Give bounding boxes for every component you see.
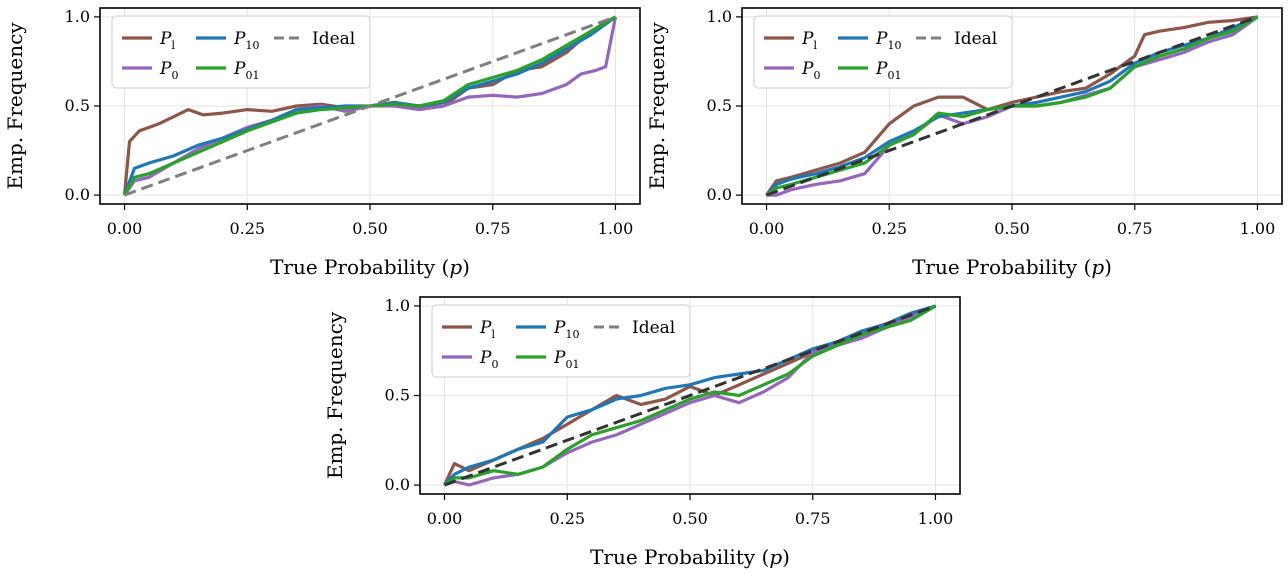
legend: Pl P10 Ideal P0 P01 (431, 304, 691, 378)
legend-box (431, 304, 691, 378)
legend-label-pl: Pl (159, 29, 175, 52)
x-tick-label: 0.75 (1117, 219, 1153, 238)
y-axis-label: Emp. Frequency (645, 22, 669, 190)
x-tick-label: 0.25 (871, 219, 907, 238)
legend-label-p0: P0 (479, 348, 498, 371)
y-tick-label: 1.0 (385, 296, 410, 315)
x-tick-label: 1.00 (1240, 219, 1276, 238)
legend-label-p10: P10 (233, 29, 259, 52)
series-line-ideal (123, 15, 617, 197)
y-tick-label: 0.0 (385, 475, 410, 494)
series-line-p0 (443, 304, 937, 487)
legend: Pl P10 Ideal P0 P01 (111, 15, 371, 89)
series-line-ideal (765, 15, 1259, 197)
y-tick-label: 0.5 (707, 96, 732, 115)
legend-label-p0: P0 (801, 59, 820, 82)
legend-label-pl: Pl (801, 29, 817, 52)
series-line-pl (765, 15, 1258, 197)
y-tick-label: 0.5 (65, 96, 90, 115)
x-axis-label: True Probability (p) (590, 545, 790, 569)
legend-label-ideal: Ideal (632, 318, 675, 338)
y-tick-label: 0.0 (65, 185, 90, 204)
y-tick-label: 1.0 (707, 7, 732, 26)
x-tick-label: 0.75 (475, 219, 511, 238)
series-line-p01 (123, 15, 617, 196)
legend-box (111, 15, 371, 89)
legend: Pl P10 Ideal P0 P01 (753, 15, 1013, 89)
y-tick-label: 1.0 (65, 7, 90, 26)
x-tick-label: 0.25 (549, 509, 585, 528)
x-axis-label: True Probability (p) (270, 255, 470, 279)
x-tick-label: 0.50 (994, 219, 1030, 238)
legend-label-p01: P01 (233, 59, 259, 82)
x-tick-label: 1.00 (918, 509, 954, 528)
x-tick-label: 1.00 (598, 219, 634, 238)
y-tick-label: 0.0 (707, 185, 732, 204)
legend-label-p01: P01 (553, 348, 579, 371)
legend-label-p01: P01 (875, 59, 901, 82)
chart-panel-2: 0.00 0.25 0.50 0.75 1.00 0.0 0.5 1.0 True Probab… (645, 7, 1283, 279)
x-tick-label: 0.00 (749, 219, 785, 238)
chart-panel-3: 0.00 0.25 0.50 0.75 1.00 0.0 0.5 1.0 True Probab… (323, 296, 961, 569)
series-line-ideal (443, 304, 937, 487)
legend-box (753, 15, 1013, 89)
legend-label-p10: P10 (553, 318, 579, 341)
x-axis-label: True Probability (p) (912, 255, 1112, 279)
series-line-p0 (766, 15, 1259, 197)
y-axis-label: Emp. Frequency (323, 311, 347, 479)
legend-label-p10: P10 (875, 29, 901, 52)
legend-label-ideal: Ideal (954, 29, 997, 49)
x-tick-label: 0.00 (427, 509, 463, 528)
y-axis-label: Emp. Frequency (3, 22, 27, 190)
legend-label-p0: P0 (159, 59, 178, 82)
legend-label-pl: Pl (479, 318, 495, 341)
legend-label-ideal: Ideal (312, 29, 355, 49)
x-tick-label: 0.50 (672, 509, 708, 528)
chart-panel-1: 0.00 0.25 0.50 0.75 1.00 0.0 0.5 1.0 True Probab… (3, 7, 641, 279)
series-line-p10 (443, 304, 936, 487)
x-tick-label: 0.00 (107, 219, 143, 238)
series-line-p01 (443, 304, 937, 487)
x-tick-label: 0.75 (795, 509, 831, 528)
y-tick-label: 0.5 (385, 386, 410, 405)
x-tick-label: 0.25 (229, 219, 265, 238)
x-tick-label: 0.50 (352, 219, 388, 238)
